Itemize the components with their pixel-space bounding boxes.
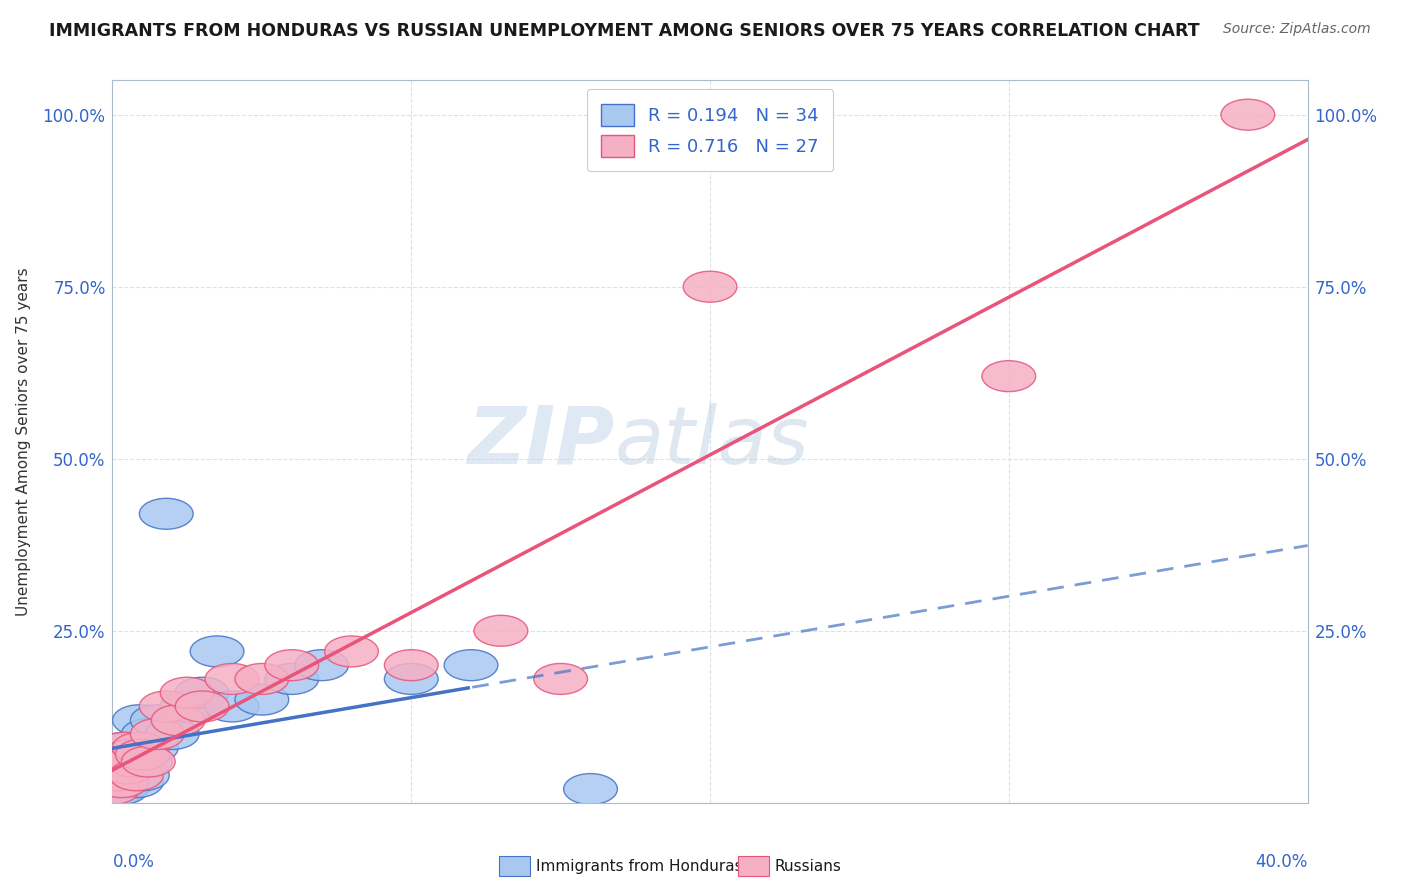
Ellipse shape: [91, 746, 145, 777]
Text: Source: ZipAtlas.com: Source: ZipAtlas.com: [1223, 22, 1371, 37]
Y-axis label: Unemployment Among Seniors over 75 years: Unemployment Among Seniors over 75 years: [17, 268, 31, 615]
Ellipse shape: [94, 746, 149, 777]
Text: 40.0%: 40.0%: [1256, 854, 1308, 871]
Ellipse shape: [97, 732, 152, 764]
Ellipse shape: [384, 649, 439, 681]
Ellipse shape: [384, 664, 439, 694]
Text: atlas: atlas: [614, 402, 810, 481]
Ellipse shape: [91, 773, 145, 805]
Ellipse shape: [235, 664, 288, 694]
Ellipse shape: [115, 739, 169, 770]
Ellipse shape: [89, 753, 142, 784]
Ellipse shape: [110, 760, 163, 791]
Ellipse shape: [139, 691, 193, 722]
Ellipse shape: [110, 746, 163, 777]
Ellipse shape: [131, 719, 184, 749]
Ellipse shape: [86, 773, 139, 805]
Ellipse shape: [474, 615, 527, 646]
Ellipse shape: [107, 746, 160, 777]
Ellipse shape: [295, 649, 349, 681]
Ellipse shape: [139, 499, 193, 529]
Ellipse shape: [91, 760, 145, 791]
Ellipse shape: [101, 746, 155, 777]
Ellipse shape: [176, 691, 229, 722]
Ellipse shape: [205, 664, 259, 694]
Ellipse shape: [683, 271, 737, 302]
Text: 0.0%: 0.0%: [112, 854, 155, 871]
Text: Russians: Russians: [775, 859, 842, 873]
Ellipse shape: [160, 677, 214, 708]
Ellipse shape: [101, 753, 155, 784]
Ellipse shape: [325, 636, 378, 667]
Ellipse shape: [118, 746, 173, 777]
Ellipse shape: [97, 760, 152, 791]
Ellipse shape: [110, 767, 163, 797]
Ellipse shape: [121, 746, 176, 777]
Ellipse shape: [101, 767, 155, 797]
Ellipse shape: [264, 649, 319, 681]
Ellipse shape: [94, 773, 149, 805]
Ellipse shape: [176, 677, 229, 708]
Ellipse shape: [86, 773, 139, 805]
Ellipse shape: [112, 732, 166, 764]
Ellipse shape: [534, 664, 588, 694]
Ellipse shape: [115, 760, 169, 791]
Ellipse shape: [981, 360, 1036, 392]
Ellipse shape: [160, 691, 214, 722]
Ellipse shape: [131, 705, 184, 736]
Ellipse shape: [104, 760, 157, 791]
Ellipse shape: [112, 705, 166, 736]
Ellipse shape: [444, 649, 498, 681]
Ellipse shape: [121, 719, 176, 749]
Legend: R = 0.194   N = 34, R = 0.716   N = 27: R = 0.194 N = 34, R = 0.716 N = 27: [586, 89, 834, 171]
Text: Immigrants from Honduras: Immigrants from Honduras: [536, 859, 742, 873]
Ellipse shape: [104, 739, 157, 770]
Text: ZIP: ZIP: [467, 402, 614, 481]
Ellipse shape: [107, 753, 160, 784]
Ellipse shape: [235, 684, 288, 715]
Text: IMMIGRANTS FROM HONDURAS VS RUSSIAN UNEMPLOYMENT AMONG SENIORS OVER 75 YEARS COR: IMMIGRANTS FROM HONDURAS VS RUSSIAN UNEM…: [49, 22, 1199, 40]
Ellipse shape: [264, 664, 319, 694]
Ellipse shape: [124, 732, 179, 764]
Ellipse shape: [89, 767, 142, 797]
Ellipse shape: [152, 705, 205, 736]
Ellipse shape: [89, 760, 142, 791]
Ellipse shape: [205, 691, 259, 722]
Ellipse shape: [190, 636, 245, 667]
Ellipse shape: [564, 773, 617, 805]
Ellipse shape: [104, 739, 157, 770]
Ellipse shape: [97, 732, 152, 764]
Ellipse shape: [1220, 99, 1275, 130]
Ellipse shape: [94, 767, 149, 797]
Ellipse shape: [145, 719, 200, 749]
